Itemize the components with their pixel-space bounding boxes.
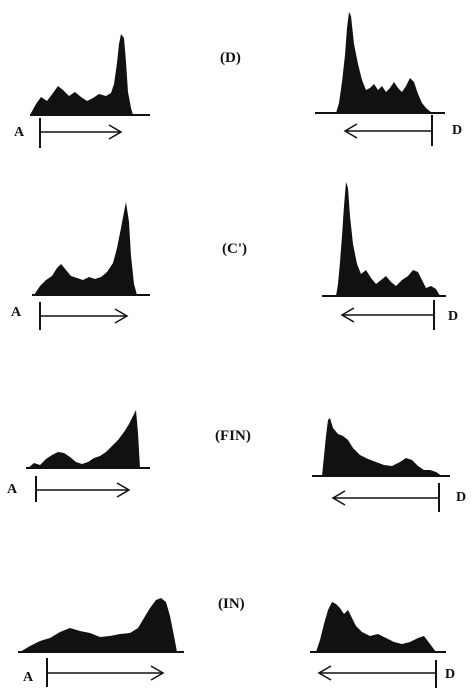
left-arrow-head bbox=[108, 124, 123, 140]
right-end-label: D bbox=[445, 667, 455, 682]
left-arrow-head bbox=[114, 308, 129, 324]
left-arrow-head bbox=[150, 665, 165, 681]
left-arrow-head bbox=[116, 482, 131, 498]
panel-c-prime: (C') A D bbox=[11, 182, 458, 330]
right-arrow-head bbox=[317, 665, 332, 681]
right-profile-shape bbox=[322, 418, 442, 476]
panel-label: (FIN) bbox=[215, 428, 251, 444]
right-profile-shape bbox=[336, 182, 440, 296]
left-end-label: A bbox=[7, 482, 18, 497]
panel-fin: (FIN) A D bbox=[7, 410, 466, 512]
panel-label: (C') bbox=[222, 241, 247, 257]
left-end-label: A bbox=[14, 125, 25, 140]
right-profile-shape bbox=[316, 602, 436, 652]
right-arrow-head bbox=[340, 307, 355, 323]
left-end-label: A bbox=[23, 670, 34, 685]
panel-d: (D) A D bbox=[14, 12, 462, 148]
panel-label: (D) bbox=[220, 50, 241, 66]
right-end-label: D bbox=[448, 309, 458, 324]
right-profile-shape bbox=[336, 12, 432, 113]
right-arrow-head bbox=[343, 123, 358, 139]
left-profile-shape bbox=[28, 410, 140, 468]
right-end-label: D bbox=[456, 490, 466, 505]
left-end-label: A bbox=[11, 305, 22, 320]
panel-in: (IN) A D bbox=[18, 596, 455, 688]
panel-label: (IN) bbox=[218, 596, 245, 612]
right-end-label: D bbox=[452, 123, 462, 138]
left-profile-shape bbox=[30, 34, 133, 115]
left-profile-shape bbox=[20, 598, 177, 652]
left-profile-shape bbox=[34, 202, 137, 295]
right-arrow-head bbox=[331, 490, 346, 506]
